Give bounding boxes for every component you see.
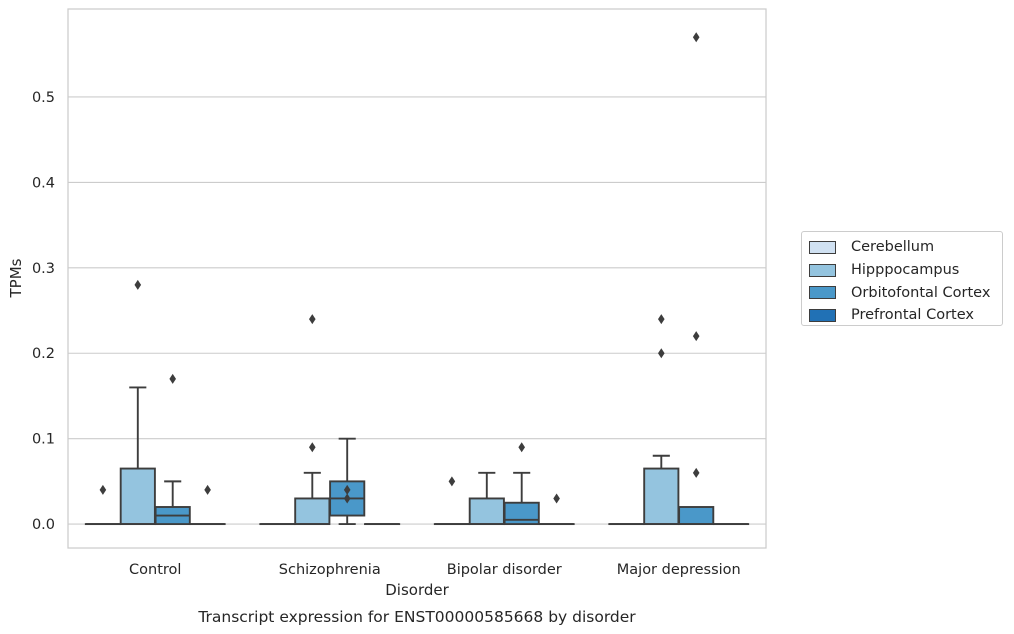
y-tick-label: 0.4: [32, 175, 55, 191]
legend-label: Prefrontal Cortex: [851, 307, 974, 324]
outlier-point: [692, 331, 700, 342]
y-tick-label: 0.3: [32, 261, 55, 277]
y-tick-label: 0.1: [32, 432, 55, 448]
legend-item-cerebellum: Cerebellum: [809, 236, 1002, 259]
outlier-point: [448, 476, 456, 487]
legend-swatch: [809, 286, 836, 300]
outlier-point: [692, 32, 700, 43]
outlier-point: [99, 484, 107, 495]
outlier-point: [553, 493, 560, 504]
x-tick-label: Control: [129, 562, 181, 578]
box-iqr: [503, 501, 540, 526]
box-iqr: [294, 497, 331, 526]
legend: Cerebellum Hipppocampus Orbitofontal Cor…: [801, 231, 1003, 326]
boxes: [84, 32, 750, 526]
legend-swatch: [809, 263, 836, 277]
outlier-point: [134, 279, 142, 290]
y-tick-label: 0.2: [32, 346, 55, 362]
x-axis-label: Disorder: [385, 581, 449, 599]
box-iqr: [468, 497, 505, 526]
y-tick-label: 0.5: [32, 90, 55, 106]
legend-item-orbitofrontal-cortex: Orbitofontal Cortex: [809, 281, 1002, 304]
chart-title: Transcript expression for ENST0000058566…: [197, 608, 636, 626]
box-iqr: [678, 506, 715, 526]
legend-label: Orbitofontal Cortex: [851, 284, 991, 301]
outlier-point: [658, 314, 665, 325]
outlier-point: [343, 484, 351, 495]
box-iqr: [643, 467, 680, 526]
outlier-point: [692, 467, 700, 478]
outlier-point: [518, 442, 525, 453]
plot-area-frame: [67, 8, 767, 549]
y-axis-label: TPMs: [7, 258, 25, 298]
legend-swatch: [809, 240, 836, 254]
box-iqr: [119, 467, 156, 526]
tick-labels: 0.0 0.1 0.2 0.3 0.4 0.5 Control Schizophrenia Bi…: [32, 90, 741, 578]
y-tick-label: 0.0: [32, 517, 55, 533]
legend-label: Hipppocampus: [851, 262, 960, 279]
x-tick-label: Bipolar disorder: [447, 562, 562, 578]
outlier-point: [309, 314, 316, 325]
outlier-point: [309, 442, 316, 453]
x-tick-label: Schizophrenia: [279, 562, 381, 578]
legend-item-hippocampus: Hipppocampus: [809, 259, 1002, 282]
x-tick-label: Major depression: [617, 562, 741, 578]
outlier-point: [204, 484, 211, 495]
legend-label: Cerebellum: [851, 239, 935, 256]
outlier-point: [169, 373, 176, 384]
legend-item-prefrontal-cortex: Prefrontal Cortex: [809, 304, 1002, 327]
legend-swatch: [809, 308, 836, 322]
outlier-point: [343, 493, 351, 504]
outlier-point: [658, 348, 665, 359]
